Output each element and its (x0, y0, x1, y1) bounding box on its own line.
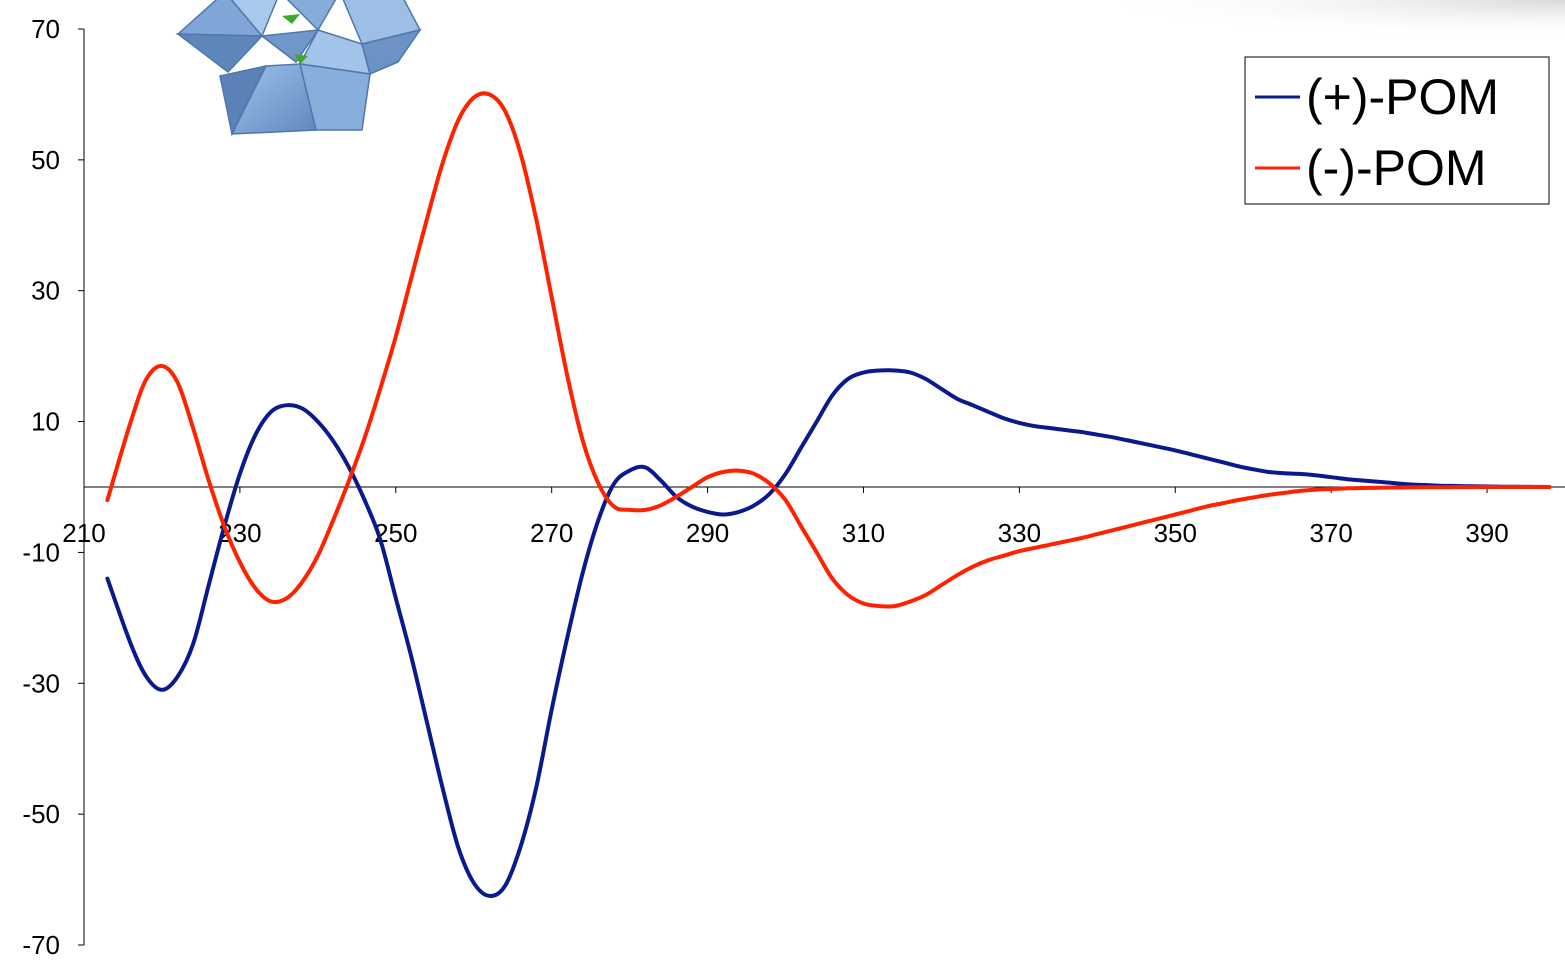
y-tick-label: 50 (31, 145, 60, 175)
x-tick-label: 290 (686, 518, 729, 548)
x-tick-label: 350 (1154, 518, 1197, 548)
y-tick-label: -50 (22, 799, 60, 829)
x-tick-label: 330 (998, 518, 1041, 548)
corner-shading (1080, 0, 1565, 40)
y-tick-label: 70 (31, 14, 60, 44)
legend-frame (1244, 56, 1550, 205)
chart-legend: (+)-POM (-)-POM (1244, 56, 1550, 205)
polyoxometalate-cluster-image (175, 0, 422, 137)
y-tick-label: 10 (31, 407, 60, 437)
legend-label-plus-pom: (+)-POM (1306, 69, 1499, 125)
x-tick-label: 390 (1465, 518, 1508, 548)
y-tick-label: 30 (31, 276, 60, 306)
y-tick-label: -30 (22, 668, 60, 698)
series-line-minus-pom (105, 91, 1552, 609)
chart-series-layer (105, 91, 1552, 898)
series-line-plus-pom (105, 368, 1552, 898)
x-tick-label: 270 (530, 518, 573, 548)
y-tick-label: -70 (22, 930, 60, 960)
y-tick-label: -10 (22, 537, 60, 567)
x-tick-label: 370 (1309, 518, 1352, 548)
x-tick-label: 210 (62, 518, 105, 548)
x-tick-label: 310 (842, 518, 885, 548)
legend-label-minus-pom: (-)-POM (1306, 140, 1487, 196)
